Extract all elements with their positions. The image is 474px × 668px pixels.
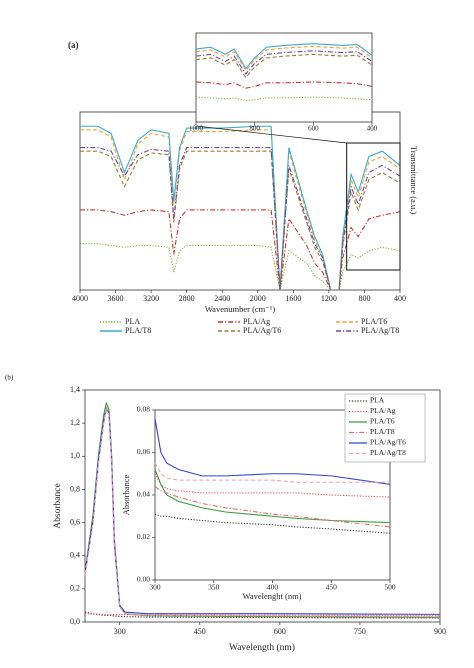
y-tick-label: 0,4 (70, 551, 80, 560)
y-tick-label: 0.06 (137, 447, 150, 456)
x-tick-label: 1200 (321, 294, 337, 303)
y-tick-label: 0,6 (70, 517, 80, 526)
legend-label: PLA/T8 (370, 427, 395, 436)
legend-label: PLA/Ag/T8 (361, 326, 399, 335)
plot-frame (195, 32, 373, 123)
y-tick-label: 0,2 (70, 584, 80, 593)
inset-y-axis-title: Absorbance (121, 474, 131, 515)
x-tick-label: 450 (326, 583, 338, 592)
legend-label: PLA/Ag (370, 406, 396, 415)
series-line (195, 53, 373, 79)
x-tick-label: 600 (308, 125, 319, 133)
series-line (154, 486, 391, 528)
y-tick-label: 0,0 (70, 617, 80, 626)
x-tick-label: 400 (394, 294, 406, 303)
series-line (84, 406, 441, 615)
series-line (84, 613, 440, 616)
legend-label: PLA/Ag (243, 317, 270, 326)
legend-label: PLA (370, 396, 385, 405)
x-tick-label: 750 (354, 627, 366, 636)
x-tick-label: 2400 (214, 294, 230, 303)
series-line (195, 96, 373, 102)
x-tick-label: 1600 (285, 294, 301, 303)
zoom-connector (195, 125, 347, 144)
series-line (84, 611, 441, 619)
plot-frame (79, 111, 401, 291)
legend-box (344, 393, 426, 463)
legend-label: PLA (125, 317, 140, 326)
panel-label: (b) (5, 374, 14, 382)
inset-x-axis-title: Wavelenght (nm) (242, 591, 301, 601)
series-line (195, 43, 373, 70)
x-tick-label: 500 (384, 583, 396, 592)
series-line (154, 469, 391, 524)
series-line (84, 406, 441, 617)
y-tick-label: 1,2 (70, 418, 80, 427)
x-tick-label: 450 (194, 627, 206, 636)
x-tick-label: 800 (358, 294, 370, 303)
legend-label: PLA/T6 (361, 317, 387, 326)
y-tick-label: 0.02 (137, 532, 150, 541)
x-tick-label: 1000 (189, 125, 204, 133)
y-tick-label: 0.00 (137, 575, 150, 584)
y-tick-label: 1,0 (70, 451, 80, 460)
x-tick-label: 3200 (143, 294, 159, 303)
x-tick-label: 350 (208, 583, 220, 592)
series-line (80, 125, 401, 291)
y-axis-title: Transmittance (a.u.) (409, 146, 419, 215)
legend-label: PLA/Ag/T6 (243, 326, 281, 335)
series-line (80, 243, 401, 291)
legend-label: PLA/Ag/T8 (370, 448, 406, 457)
series-line (195, 50, 373, 75)
x-tick-label: 3600 (108, 294, 124, 303)
legend-label: PLA/T8 (125, 326, 151, 335)
y-tick-label: 0.04 (137, 490, 150, 499)
x-tick-label: 300 (149, 583, 161, 592)
x-tick-label: 400 (267, 583, 279, 592)
x-tick-label: 400 (367, 125, 378, 133)
x-axis-title: Wavenumber (cm⁻¹) (205, 304, 275, 314)
y-tick-label: 0.08 (137, 405, 150, 414)
legend-label: PLA/Ag/T6 (370, 438, 406, 447)
y-tick-label: 0,8 (70, 484, 80, 493)
y-tick-label: 1,4 (70, 385, 80, 394)
series-line (195, 45, 373, 72)
zoom-box (346, 142, 401, 271)
series-line (154, 462, 390, 483)
x-tick-label: 800 (249, 125, 260, 133)
legend-label: PLA/T6 (370, 417, 395, 426)
x-tick-label: 2800 (179, 294, 195, 303)
series-line (154, 513, 391, 534)
x-tick-label: 300 (114, 627, 126, 636)
series-line (154, 418, 391, 485)
panel-label: (a) (68, 40, 79, 50)
x-tick-label: 4000 (72, 294, 88, 303)
x-tick-label: 2000 (250, 294, 266, 303)
y-axis-title: Absorbance (53, 483, 63, 528)
x-axis-title: Wavelength (nm) (229, 642, 295, 653)
x-tick-label: 600 (274, 627, 286, 636)
x-tick-label: 900 (434, 627, 446, 636)
